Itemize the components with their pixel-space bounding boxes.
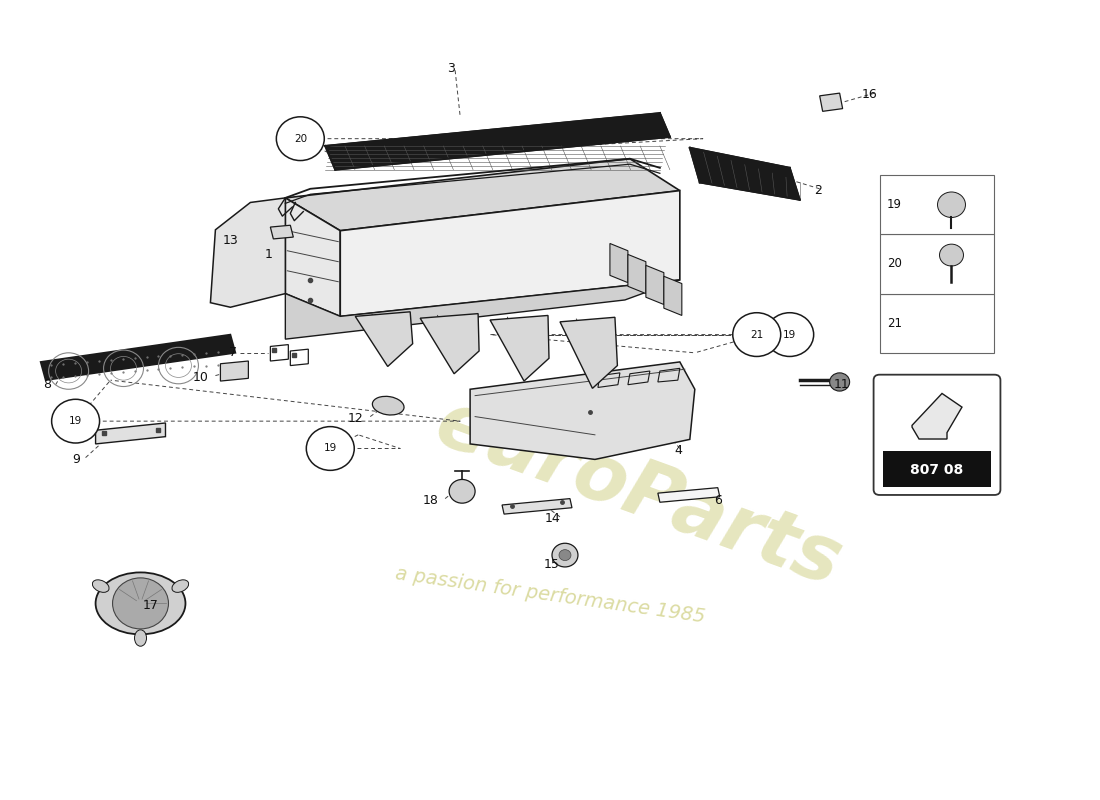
Text: 8: 8 <box>43 378 51 391</box>
Text: a passion for performance 1985: a passion for performance 1985 <box>394 564 706 626</box>
Polygon shape <box>285 198 340 316</box>
Text: 3: 3 <box>448 62 455 75</box>
Polygon shape <box>355 312 412 366</box>
Polygon shape <box>609 243 628 282</box>
Text: 12: 12 <box>348 412 363 425</box>
Polygon shape <box>560 318 617 388</box>
Text: 15: 15 <box>544 558 560 570</box>
Polygon shape <box>210 198 285 307</box>
Text: euroParts: euroParts <box>425 385 851 602</box>
Text: 20: 20 <box>887 258 902 270</box>
Polygon shape <box>502 498 572 514</box>
FancyBboxPatch shape <box>873 374 1000 495</box>
Polygon shape <box>285 280 680 339</box>
Polygon shape <box>658 488 719 502</box>
Circle shape <box>276 117 324 161</box>
Text: 14: 14 <box>544 512 560 525</box>
Text: 19: 19 <box>887 198 902 211</box>
Polygon shape <box>491 315 549 381</box>
FancyBboxPatch shape <box>880 234 994 294</box>
Text: 2: 2 <box>814 184 822 197</box>
Text: 19: 19 <box>69 416 82 426</box>
Circle shape <box>449 479 475 503</box>
FancyBboxPatch shape <box>880 294 994 353</box>
Circle shape <box>939 244 964 266</box>
Polygon shape <box>420 314 480 374</box>
Polygon shape <box>820 93 843 111</box>
Polygon shape <box>271 226 294 239</box>
Circle shape <box>552 543 578 567</box>
Text: 807 08: 807 08 <box>911 463 964 478</box>
Polygon shape <box>664 276 682 315</box>
Circle shape <box>937 192 966 218</box>
FancyBboxPatch shape <box>880 175 994 234</box>
Ellipse shape <box>96 573 186 634</box>
Circle shape <box>766 313 814 357</box>
Circle shape <box>306 426 354 470</box>
Circle shape <box>829 373 849 391</box>
Text: 19: 19 <box>783 330 796 339</box>
Ellipse shape <box>92 580 109 592</box>
Text: 6: 6 <box>714 494 722 507</box>
Polygon shape <box>676 23 694 43</box>
Text: 1: 1 <box>264 248 273 261</box>
Text: 11: 11 <box>834 378 849 391</box>
Text: 7: 7 <box>230 346 238 359</box>
Text: 21: 21 <box>887 317 902 330</box>
Polygon shape <box>220 361 249 381</box>
Circle shape <box>112 578 168 629</box>
Polygon shape <box>690 148 800 200</box>
Circle shape <box>733 313 781 357</box>
Text: 18: 18 <box>422 494 438 507</box>
Text: 10: 10 <box>192 371 208 384</box>
Polygon shape <box>340 190 680 316</box>
Polygon shape <box>41 334 235 380</box>
Ellipse shape <box>373 396 404 415</box>
Bar <box>882 450 991 486</box>
Polygon shape <box>912 394 962 439</box>
Circle shape <box>52 399 100 443</box>
Ellipse shape <box>172 580 188 592</box>
Ellipse shape <box>134 630 146 646</box>
Text: 5: 5 <box>672 0 680 2</box>
Polygon shape <box>646 266 664 305</box>
Text: 16: 16 <box>861 89 878 102</box>
Circle shape <box>559 550 571 561</box>
Polygon shape <box>470 362 695 459</box>
Text: 20: 20 <box>294 134 307 144</box>
Polygon shape <box>96 423 165 444</box>
Polygon shape <box>326 113 670 170</box>
Text: 13: 13 <box>222 234 239 247</box>
Text: 4: 4 <box>674 444 682 457</box>
Polygon shape <box>628 254 646 294</box>
Text: 17: 17 <box>143 598 158 612</box>
Polygon shape <box>285 158 680 230</box>
Text: 21: 21 <box>750 330 763 339</box>
Text: 19: 19 <box>323 443 337 454</box>
Text: 9: 9 <box>73 453 80 466</box>
